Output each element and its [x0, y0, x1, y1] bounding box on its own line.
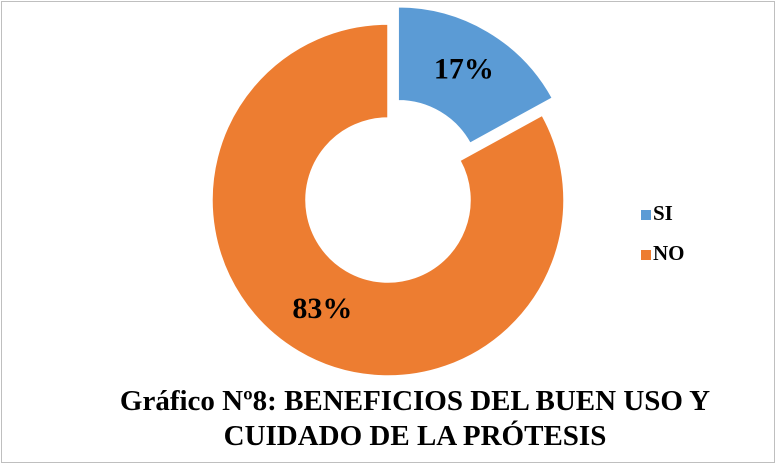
- legend-label: SI: [653, 201, 673, 225]
- legend-swatch: [641, 210, 651, 220]
- legend-swatch: [641, 250, 651, 260]
- doughnut-slice: [211, 23, 565, 377]
- legend-label: NO: [653, 241, 685, 265]
- chart-title: Gráfico Nº8: BENEFICIOS DEL BUEN USO Y C…: [119, 385, 711, 452]
- data-label: 83%: [292, 292, 352, 325]
- data-label: 17%: [434, 53, 494, 86]
- doughnut-slice: [397, 6, 554, 145]
